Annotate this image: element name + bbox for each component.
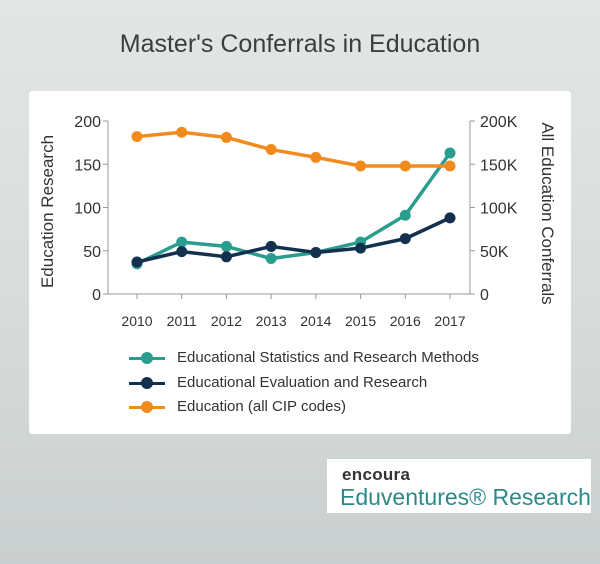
y-tick-label-right: 150K bbox=[480, 157, 518, 174]
series-point-2 bbox=[444, 160, 456, 172]
y-axis-title-left: Education Research bbox=[38, 135, 57, 288]
series-point-1 bbox=[355, 242, 367, 254]
legend-marker bbox=[141, 401, 153, 413]
series-line-1 bbox=[136, 216, 451, 264]
y-tick-label-left: 150 bbox=[74, 157, 101, 174]
x-tick-label: 2017 bbox=[434, 313, 465, 329]
legend-label: Educational Statistics and Research Meth… bbox=[177, 349, 479, 366]
series-point-0 bbox=[399, 209, 411, 221]
y-tick-label-left: 0 bbox=[92, 287, 101, 304]
x-tick-label: 2013 bbox=[256, 313, 287, 329]
x-tick-label: 2011 bbox=[167, 313, 197, 329]
x-tick-label: 2015 bbox=[345, 313, 376, 329]
series-point-1 bbox=[220, 251, 232, 263]
series-point-2 bbox=[220, 131, 232, 143]
series-point-2 bbox=[399, 160, 411, 172]
line-chart: 0 50 100 150 200 0 50K 100K 150K 200K 2010 2011 2012… bbox=[38, 114, 557, 329]
series-line-0 bbox=[136, 151, 452, 266]
y-tick-label-right: 100K bbox=[480, 201, 518, 218]
y-tick-label-left: 200 bbox=[74, 114, 101, 131]
y-tick-label-right: 200K bbox=[480, 114, 518, 131]
series-point-0 bbox=[444, 147, 456, 159]
series-point-0 bbox=[265, 253, 277, 265]
legend-label: Education (all CIP codes) bbox=[177, 398, 346, 415]
y-tick-label-left: 100 bbox=[74, 201, 101, 218]
x-tick-label: 2016 bbox=[390, 313, 421, 329]
series-line-2 bbox=[136, 130, 450, 168]
series-point-1 bbox=[310, 246, 322, 258]
y-tick-label-right: 50K bbox=[480, 244, 509, 261]
y-axis-title-right: All Education Conferrals bbox=[538, 122, 557, 304]
legend-marker bbox=[141, 376, 153, 389]
series-point-2 bbox=[355, 160, 367, 172]
legend: Educational Statistics and Research Meth… bbox=[129, 346, 479, 420]
series-point-1 bbox=[131, 256, 143, 268]
x-tick-label: 2010 bbox=[121, 313, 152, 329]
legend-item: Educational Evaluation and Research bbox=[129, 371, 479, 396]
series-point-1 bbox=[399, 233, 411, 245]
y-tick-label-right: 0 bbox=[480, 287, 489, 304]
series-point-2 bbox=[131, 131, 143, 143]
legend-item: Education (all CIP codes) bbox=[129, 395, 479, 420]
chart-card: 0 50 100 150 200 0 50K 100K 150K 200K 2010 2011 2012… bbox=[29, 91, 571, 434]
x-tick-label: 2012 bbox=[211, 313, 242, 329]
brand-logo: encoura Eduventures® Research bbox=[327, 459, 591, 513]
series-point-2 bbox=[265, 144, 277, 156]
series-point-1 bbox=[265, 240, 277, 252]
legend-marker bbox=[141, 352, 153, 364]
series-point-0 bbox=[176, 236, 188, 248]
x-tick-label: 2014 bbox=[300, 313, 331, 329]
series-point-1 bbox=[444, 212, 456, 224]
series-point-0 bbox=[220, 240, 232, 252]
series-point-2 bbox=[310, 151, 322, 163]
series-point-2 bbox=[176, 126, 188, 138]
brand-name: encoura bbox=[342, 465, 411, 484]
series-point-1 bbox=[176, 246, 188, 258]
legend-label: Educational Evaluation and Research bbox=[177, 373, 428, 391]
chart-title: Master's Conferrals in Education bbox=[119, 30, 481, 58]
legend-item: Educational Statistics and Research Meth… bbox=[129, 346, 479, 371]
y-tick-label-left: 50 bbox=[83, 244, 101, 261]
brand-subtitle: Eduventures® Research bbox=[340, 484, 591, 510]
